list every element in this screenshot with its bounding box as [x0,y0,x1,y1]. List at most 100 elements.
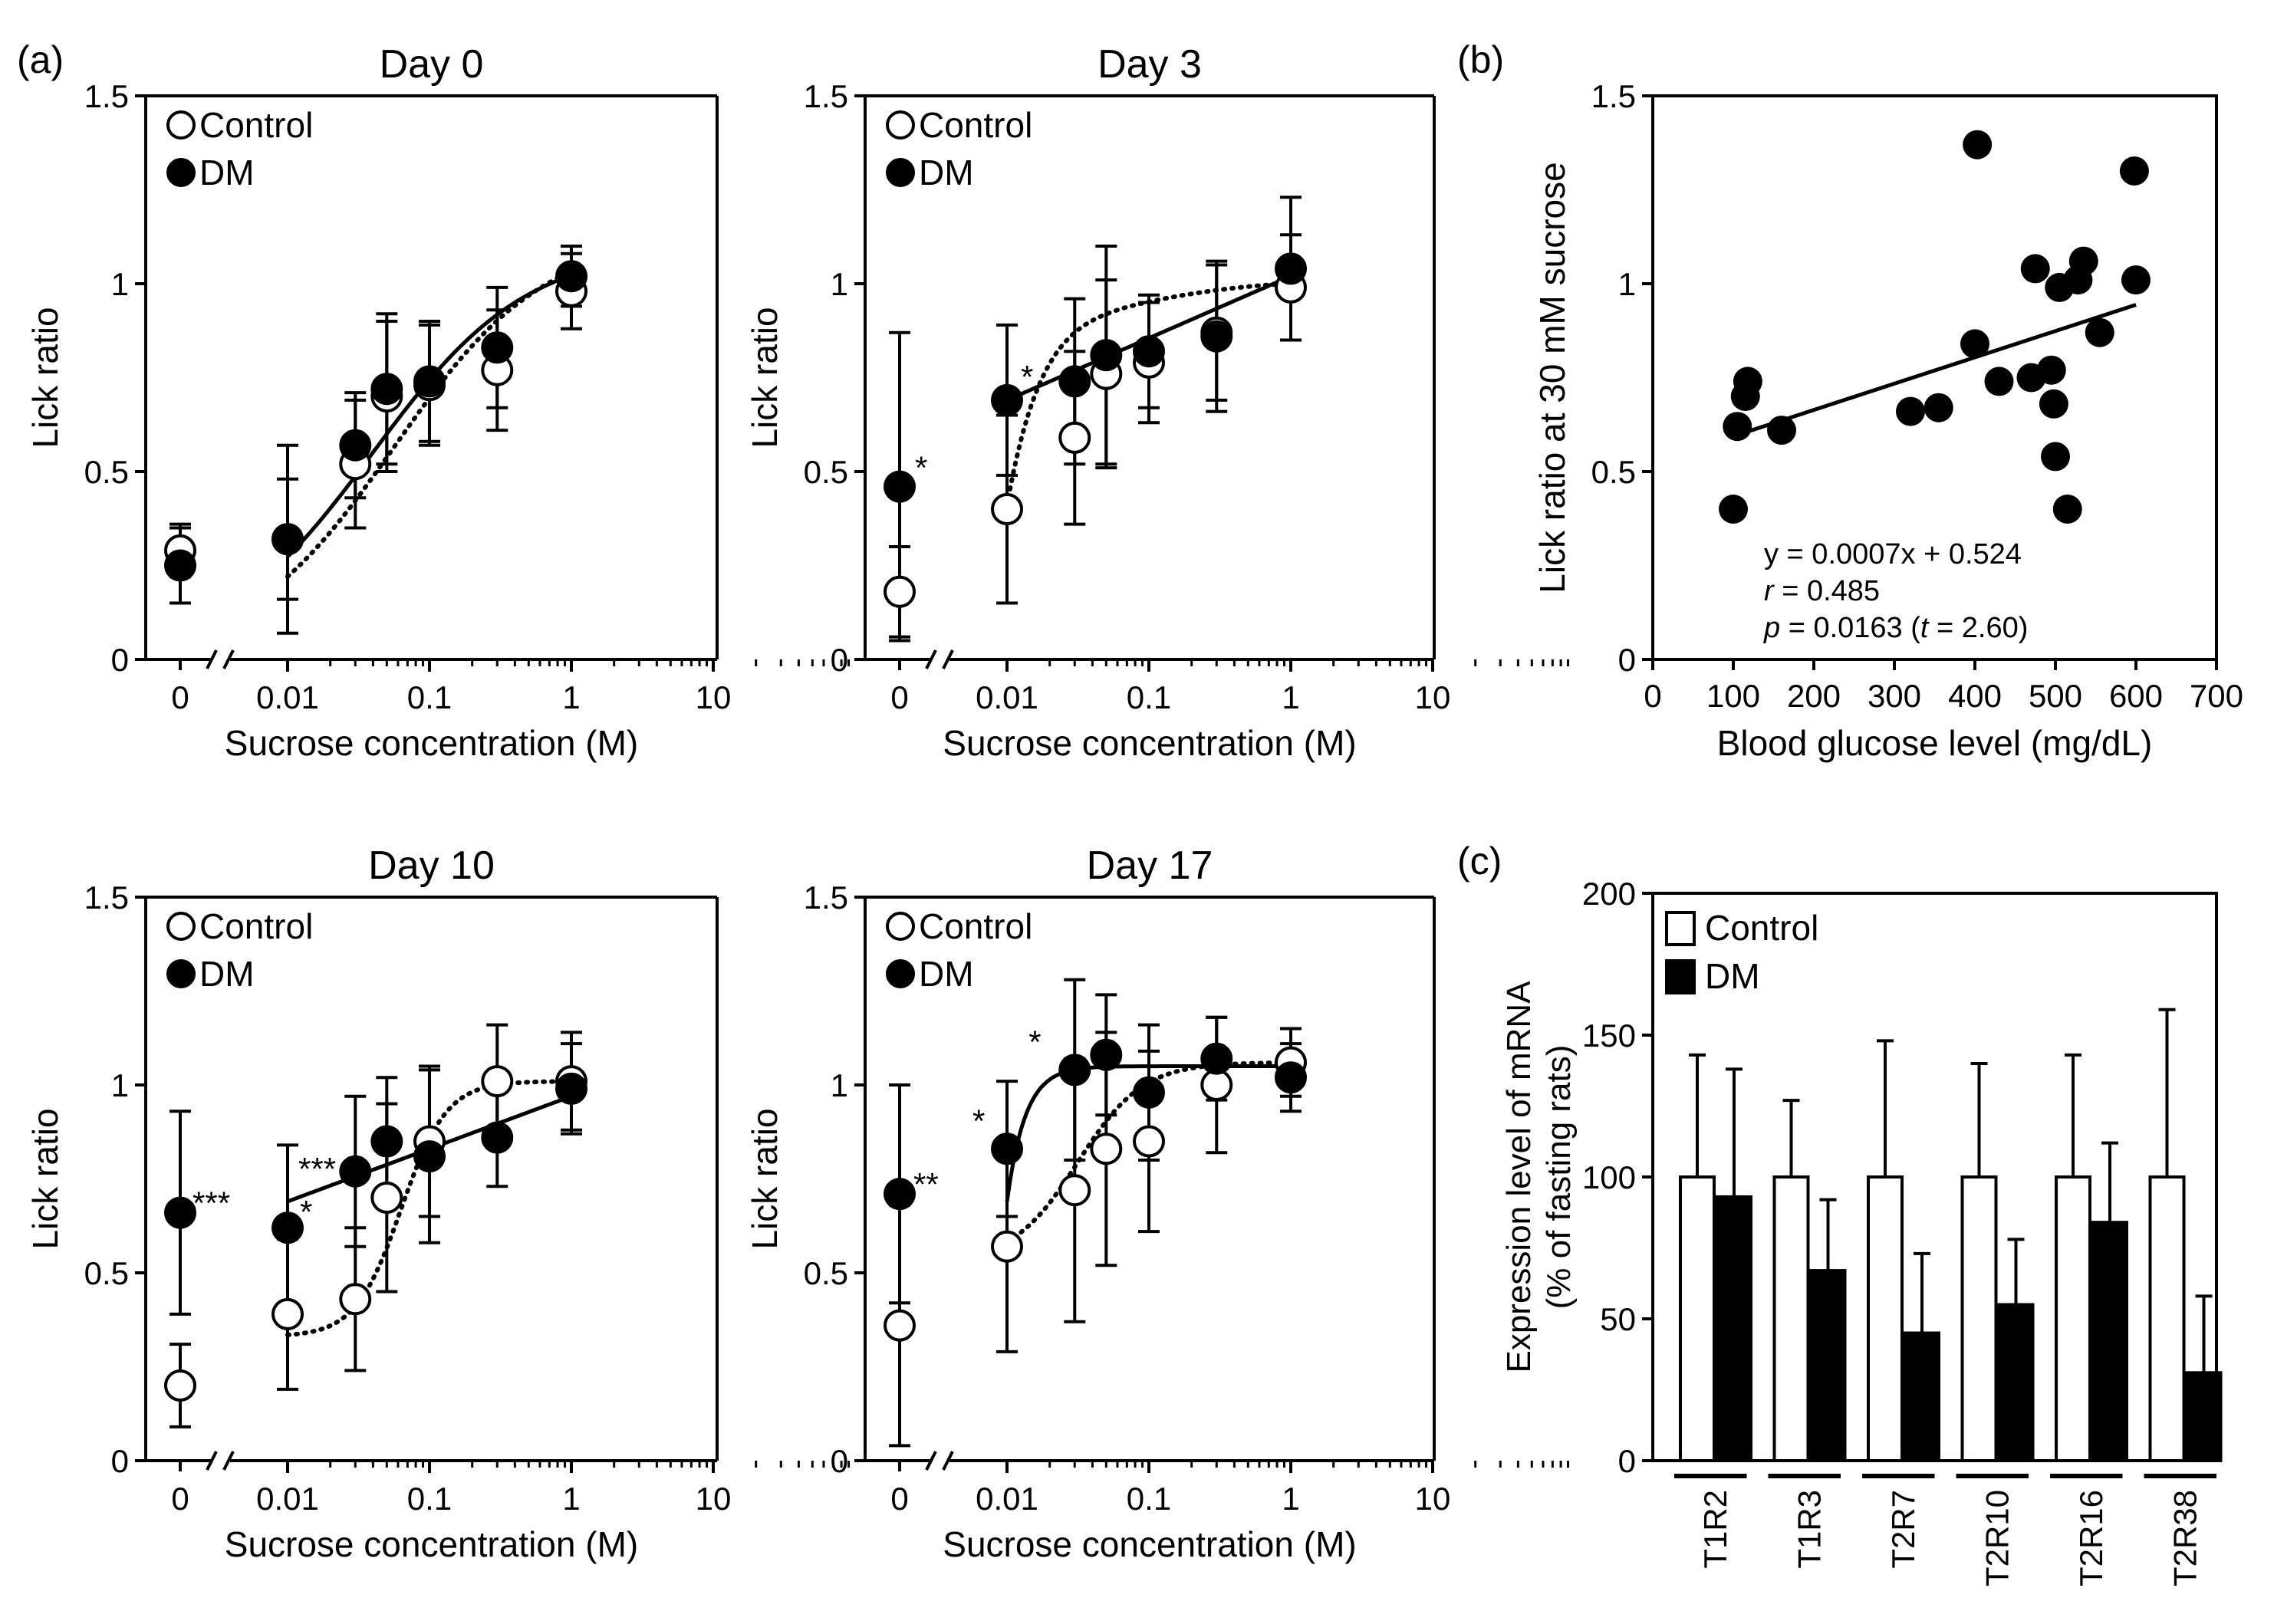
y-axis-label: Lick ratio [745,307,785,448]
legend-marker-control [886,912,915,941]
regression-equation: y = 0.0007x + 0.524 [1764,538,2022,570]
data-point-control [1133,1125,1165,1158]
data-point-dm [271,523,304,556]
scatter-point [2068,246,2098,276]
legend-label-dm: DM [199,954,255,994]
scatter-point [1960,329,1989,359]
y-tick-label: 0.5 [804,1255,848,1291]
data-point-dm [884,470,916,503]
scatter-point [1984,367,2014,396]
legend-label-control: Control [199,105,313,145]
r-symbol: r [1764,575,1775,607]
significance-marker: *** [193,1185,230,1221]
x-tick-label: 600 [2109,678,2163,714]
y-tick-label: 0 [111,642,129,678]
bar-dm [1997,1303,2035,1462]
regression-line [1733,303,2137,439]
scatter-point [2052,495,2082,524]
data-point-dm [1133,1076,1165,1109]
data-point-control [1058,421,1091,454]
x-tick-label: 0.1 [407,679,452,715]
x-tick-label: 500 [2029,678,2082,714]
bar-control [1867,1175,1904,1462]
data-point-control [884,575,916,608]
data-point-dm [1200,1042,1233,1075]
data-point-dm [413,1140,446,1173]
data-point-dm [991,383,1023,416]
y-tick-label: 100 [1582,1159,1636,1195]
scatter-point [1733,367,1762,396]
data-point-dm [271,1211,304,1244]
y-tick-label: 1.5 [84,78,129,114]
y-tick-label: 0.5 [1591,454,1636,490]
data-point-dm [884,1178,916,1211]
data-point-dm [164,1196,196,1229]
scatter-point [2121,265,2151,295]
data-point-control [271,1297,304,1330]
x-tick-label: 10 [1415,679,1451,715]
axis-break-mark [206,649,218,669]
category-label: T1R2 [1697,1490,1733,1569]
y-tick-label: 1.5 [84,879,129,916]
significance-marker: * [1028,1024,1041,1060]
significance-marker: * [972,1103,985,1139]
p-symbol: p [1763,612,1780,644]
data-point-control [1090,1133,1123,1165]
x-tick-label: 0 [1644,678,1661,714]
y-tick-label: 0 [1618,1443,1636,1479]
bar-dm [1809,1269,1847,1462]
x-tick-label: 0.1 [1127,1481,1171,1517]
data-point-control [884,1309,916,1342]
panel-label-c: (c) [1457,840,1502,883]
data-point-control [1058,1174,1091,1207]
y-axis-label: Lick ratio [25,1108,65,1249]
chart-title: Day 3 [1098,42,1202,87]
data-point-control [164,1369,196,1402]
data-point-dm [1090,1038,1123,1071]
y-tick-label: 0.5 [84,1255,129,1291]
significance-marker: *** [298,1151,336,1187]
scatter-point [1963,130,1993,159]
legend-marker-dm [886,959,915,988]
t-value: = 2.60) [1928,612,2028,644]
significance-marker: * [1021,359,1033,395]
p-value: = 0.0163 ( [1780,612,1920,644]
axis-break-mark [206,1451,218,1471]
scatter-point [1723,412,1752,442]
data-point-dm [1058,365,1091,398]
legend-label-dm: DM [919,153,974,192]
legend-label-control: Control [919,906,1032,946]
axis-break-mark [942,649,954,669]
r-value: = 0.485 [1774,575,1880,607]
scatter-point [1719,495,1748,524]
data-point-dm [339,429,372,462]
x-axis-label: Sucrose concentration (M) [943,1524,1356,1564]
x-axis-label: Sucrose concentration (M) [225,1524,638,1564]
x-tick-label: 0.1 [1127,679,1171,715]
data-point-dm [555,1072,587,1105]
y-axis-label: Lick ratio [745,1108,785,1249]
legend-label-control: Control [1705,908,1818,948]
x-tick-label: 1 [1282,679,1299,715]
legend-label-dm: DM [1705,956,1760,996]
bar-dm [1716,1195,1752,1463]
scatter-point [2036,355,2066,385]
scatter-point [1896,396,1925,426]
x-tick-label: 100 [1706,678,1760,714]
axis-break-mark [942,1451,954,1471]
x-tick-label: 700 [2190,678,2243,714]
chart-scatter-glucose: 0 0.5 1 1.5 0 100 200 300 400 500 600 700 Blood gluc… [1532,78,2243,763]
y-tick-label: 1 [111,1067,129,1103]
data-point-control [481,1065,514,1098]
y-tick-label: 1 [1618,266,1636,302]
legend-marker-dm [886,158,915,187]
data-point-dm [555,260,587,293]
x-tick-label: 0 [890,679,908,715]
bar-control [2148,1175,2186,1462]
category-label: T2R7 [1885,1490,1921,1569]
x-tick-label: 300 [1868,678,1921,714]
t-symbol: t [1920,612,1930,644]
scatter-point [2119,156,2149,186]
